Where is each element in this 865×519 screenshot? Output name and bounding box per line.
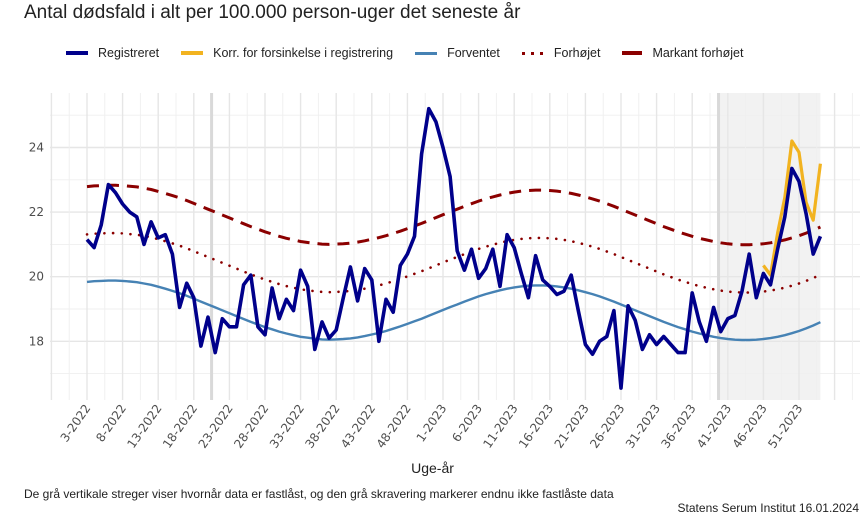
legend-label: Forhøjet — [553, 46, 601, 60]
x-tick-label: 51-2023 — [765, 402, 805, 451]
x-tick-label: 33-2022 — [267, 402, 307, 451]
legend-item-korr: Korr. for forsinkelse i registrering — [181, 46, 393, 60]
x-tick-label: 23-2022 — [196, 402, 236, 451]
caption: De grå vertikale streger viser hvornår d… — [24, 487, 614, 501]
series-forventet-line — [86, 279, 821, 342]
legend-item-forventet: Forventet — [415, 46, 500, 60]
x-tick-label: 8-2022 — [93, 402, 129, 445]
x-tick-label: 6-2023 — [449, 402, 485, 445]
legend-key-forhojet — [521, 51, 544, 55]
series-korr-line — [762, 139, 822, 277]
x-tick-label: 48-2022 — [374, 402, 414, 451]
x-tick-label: 13-2022 — [124, 402, 164, 451]
x-tick-label: 36-2023 — [658, 402, 698, 451]
x-tick-label: 26-2023 — [587, 402, 627, 451]
legend-label: Markant forhøjet — [652, 46, 744, 60]
x-tick-label: 38-2022 — [302, 402, 342, 451]
y-tick-label: 20 — [29, 270, 44, 284]
legend-label: Registreret — [98, 46, 160, 60]
y-tick-label: 24 — [29, 141, 44, 155]
chart-title: Antal dødsfald i alt per 100.000 person-… — [24, 2, 521, 23]
legend: Registreret Korr. for forsinkelse i regi… — [66, 46, 765, 60]
x-tick-label: 21-2023 — [552, 402, 592, 451]
y-tick-label: 22 — [29, 205, 44, 219]
legend-key-registreret — [66, 51, 88, 55]
x-tick-label: 46-2023 — [730, 402, 770, 451]
legend-item-registreret: Registreret — [66, 46, 159, 60]
legend-item-forhojet: Forhøjet — [521, 46, 601, 60]
legend-key-korr — [181, 51, 204, 55]
legend-item-markant: Markant forhøjet — [622, 46, 743, 60]
x-tick-label: 18-2022 — [160, 402, 200, 451]
series-forhojet-line — [85, 231, 822, 294]
x-tick-label: 3-2022 — [58, 402, 94, 445]
legend-label: Korr. for forsinkelse i registrering — [213, 46, 394, 60]
source-note: Statens Serum Institut 16.01.2024 — [677, 501, 859, 515]
x-tick-label: 11-2023 — [480, 402, 520, 451]
x-tick-label: 16-2023 — [516, 402, 556, 451]
x-tick-label: 31-2023 — [623, 402, 663, 451]
x-axis-label: Uge-år — [411, 460, 454, 476]
legend-label: Forventet — [447, 46, 500, 60]
y-tick-label: 18 — [29, 334, 44, 348]
legend-key-forventet — [415, 51, 438, 55]
legend-key-markant — [622, 51, 643, 55]
x-tick-label: 43-2022 — [338, 402, 378, 451]
x-tick-label: 41-2023 — [694, 402, 734, 451]
x-tick-label: 28-2022 — [231, 402, 271, 451]
series-registreret-line — [85, 106, 823, 390]
x-tick-label: 1-2023 — [414, 402, 450, 445]
unlocked-data-shading — [718, 93, 821, 400]
